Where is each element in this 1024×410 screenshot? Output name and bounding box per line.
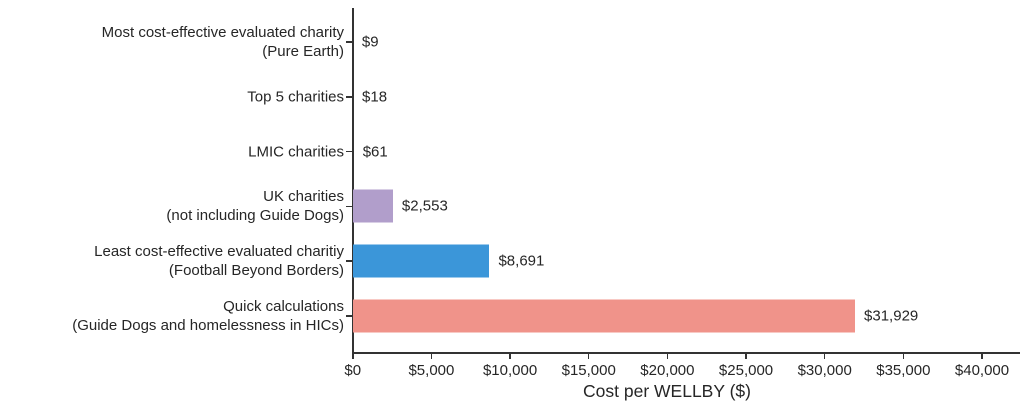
y-tick — [346, 315, 352, 317]
category-label: Top 5 charities — [247, 88, 344, 106]
y-tick — [346, 96, 352, 98]
value-label: $2,553 — [401, 197, 448, 215]
x-tick — [430, 353, 433, 359]
category-label: UK charities (not including Guide Dogs) — [166, 188, 344, 225]
x-tick-label: $15,000 — [561, 362, 616, 379]
x-tick — [902, 353, 905, 359]
x-tick-label: $20,000 — [640, 362, 695, 379]
value-label: $18 — [362, 88, 388, 106]
category-label: Least cost-effective evaluated charitiy … — [94, 243, 344, 280]
y-tick — [346, 205, 352, 208]
value-label: $8,691 — [498, 252, 545, 270]
x-axis-title: Cost per WELLBY ($) — [583, 381, 751, 401]
x-tick-label: $40,000 — [954, 362, 1010, 379]
x-tick-label: $30,000 — [797, 362, 852, 379]
y-axis-line — [352, 8, 354, 354]
value-label: $61 — [362, 143, 388, 161]
y-tick — [346, 260, 352, 262]
bar — [352, 244, 490, 278]
y-tick — [346, 150, 352, 153]
value-label: $9 — [361, 33, 379, 51]
x-tick — [981, 353, 983, 359]
x-tick — [509, 353, 511, 359]
x-tick-label: $0 — [344, 362, 362, 379]
y-tick — [346, 41, 352, 43]
x-tick — [823, 353, 826, 359]
x-tick-label: $10,000 — [482, 362, 538, 379]
category-label: Quick calculations (Guide Dogs and homel… — [72, 298, 344, 334]
category-label: LMIC charities — [248, 143, 344, 161]
bar — [352, 299, 856, 333]
value-label: $31,929 — [864, 307, 919, 325]
bar — [352, 189, 393, 223]
x-tick — [745, 353, 747, 359]
x-tick — [587, 353, 590, 359]
bar — [353, 135, 354, 168]
x-axis-line — [352, 352, 1020, 354]
x-tick — [666, 353, 669, 359]
x-tick-label: $25,000 — [718, 362, 774, 379]
x-tick-label: $5,000 — [408, 362, 455, 379]
category-label: Most cost-effective evaluated charity (P… — [101, 24, 344, 60]
x-tick — [352, 353, 354, 359]
x-tick-label: $35,000 — [876, 362, 931, 379]
